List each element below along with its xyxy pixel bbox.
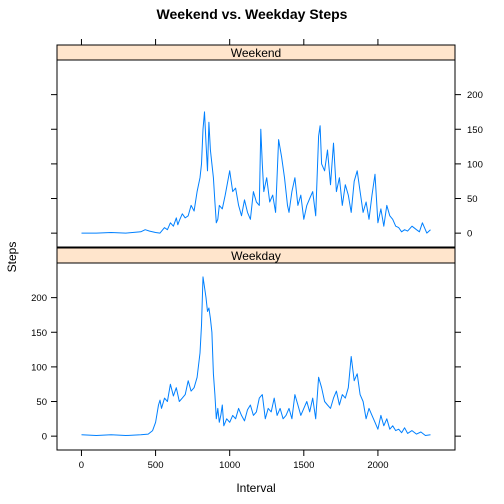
x-tick-label: 1500 bbox=[293, 460, 314, 471]
y-tick-label-left-weekday: 0 bbox=[42, 432, 47, 443]
x-tick-label: 1000 bbox=[219, 460, 240, 471]
y-tick-label-left-weekday: 50 bbox=[36, 397, 47, 408]
y-tick-label-right-weekend: 150 bbox=[467, 125, 483, 136]
y-tick-label-left-weekday: 100 bbox=[31, 362, 47, 373]
panel-frame-weekday bbox=[56, 262, 456, 451]
x-tick-label: 500 bbox=[148, 460, 164, 471]
x-tick-label: 0 bbox=[79, 460, 84, 471]
series-line-weekend bbox=[81, 111, 431, 234]
y-tick-label-right-weekend: 0 bbox=[467, 229, 472, 240]
series-line-weekday bbox=[81, 276, 431, 436]
y-tick-label-right-weekend: 200 bbox=[467, 90, 483, 101]
y-tick-label-right-weekend: 100 bbox=[467, 159, 483, 170]
strip-label-weekday: Weekday bbox=[231, 249, 281, 263]
strip-weekend bbox=[56, 44, 456, 61]
y-axis-label: Steps bbox=[5, 242, 19, 273]
x-tick-label: 2000 bbox=[367, 460, 388, 471]
panel-weekend: Weekend 0 50 100 150 200 bbox=[51, 39, 483, 248]
y-tick-label-right-weekend: 50 bbox=[467, 194, 478, 205]
x-axis-label: Interval bbox=[236, 481, 275, 495]
y-tick-label-left-weekday: 200 bbox=[31, 293, 47, 304]
strip-weekday bbox=[56, 247, 456, 264]
chart-title: Weekend vs. Weekday Steps bbox=[157, 6, 348, 22]
strip-label-weekend: Weekend bbox=[231, 46, 281, 60]
panel-frame-weekend bbox=[56, 59, 456, 248]
y-tick-label-left-weekday: 150 bbox=[31, 328, 47, 339]
